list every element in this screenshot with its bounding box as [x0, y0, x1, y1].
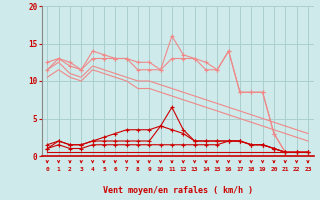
X-axis label: Vent moyen/en rafales ( km/h ): Vent moyen/en rafales ( km/h )	[103, 186, 252, 195]
